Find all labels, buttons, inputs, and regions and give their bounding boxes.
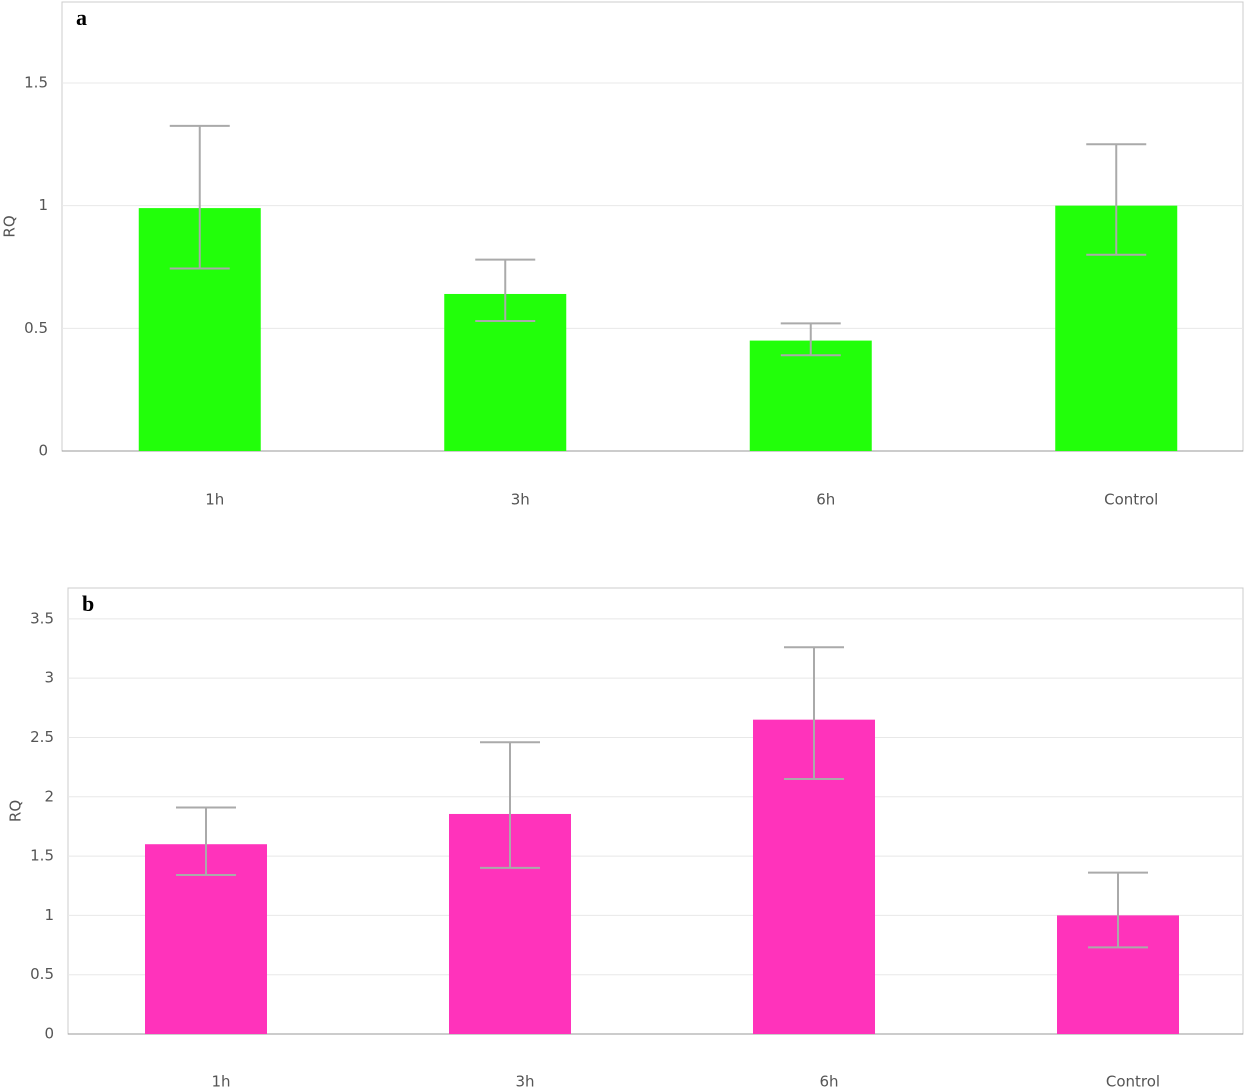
y-tick-label: 0 [38,442,48,460]
x-tick-label: 6h [816,491,835,509]
error-bar [475,258,536,322]
y-axis-label: RQ [1,215,19,237]
error-bar [176,806,236,877]
y-tick-label: 2 [44,787,54,805]
panel-label: a [76,5,87,30]
y-axis-label: RQ [7,800,25,822]
x-tick-label: 3h [515,1073,534,1091]
y-tick-label: 0.5 [30,965,54,983]
y-tick-label: 3.5 [30,609,54,627]
y-tick-label: 1.5 [24,73,48,91]
y-tick-label: 0 [44,1025,54,1043]
panel-label: b [82,591,94,616]
y-tick-label: 2.5 [30,728,54,746]
x-tick-label: 3h [511,491,530,509]
y-tick-label: 1.5 [30,847,54,865]
error-bar [1088,871,1148,949]
error-bar [780,322,841,357]
y-tick-label: 3 [44,669,54,687]
y-tick-label: 1 [44,906,54,924]
x-tick-label: 1h [205,491,224,509]
error-bar [169,124,230,270]
y-tick-label: 0.5 [24,319,48,337]
y-tick-label: 1 [38,196,48,214]
x-tick-label: Control [1104,491,1158,509]
bar [749,340,872,451]
x-tick-label: 1h [211,1073,230,1091]
x-tick-label: 6h [819,1073,838,1091]
error-bar [784,646,844,780]
x-tick-label: Control [1106,1073,1160,1091]
error-bar [480,741,540,869]
error-bar [1086,143,1147,256]
